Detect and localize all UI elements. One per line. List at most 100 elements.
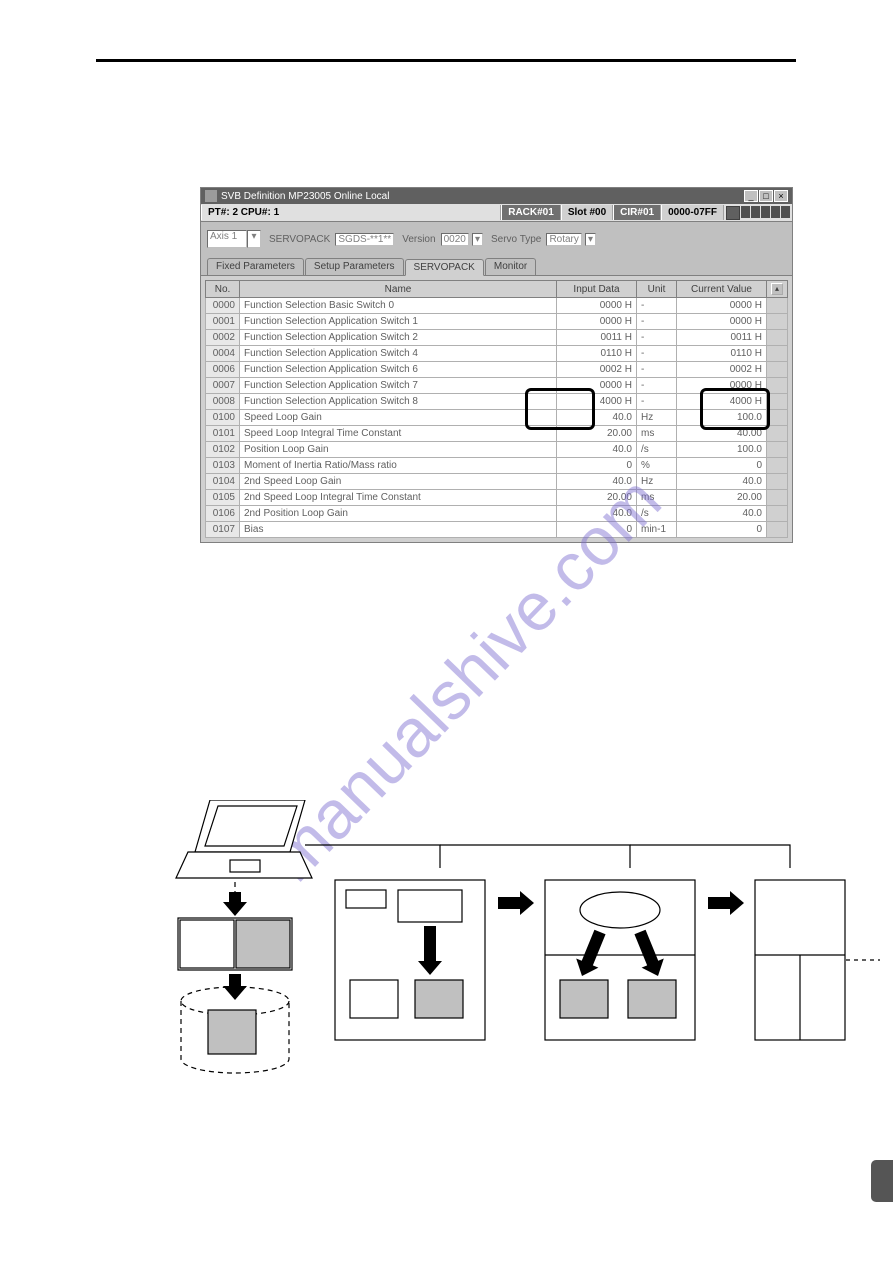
cell-input[interactable]: 0002 H bbox=[557, 362, 637, 378]
scroll-track[interactable] bbox=[767, 298, 788, 314]
servo-type-label: Servo Type bbox=[491, 234, 541, 245]
cell-input[interactable]: 4000 H bbox=[557, 394, 637, 410]
cell-input[interactable]: 20.00 bbox=[557, 426, 637, 442]
status-icons bbox=[724, 206, 792, 220]
cell-input[interactable]: 0 bbox=[557, 522, 637, 538]
servo-type-dropdown-icon[interactable]: ▾ bbox=[585, 233, 596, 246]
table-row[interactable]: 0000Function Selection Basic Switch 0000… bbox=[206, 298, 788, 314]
cell-no: 0101 bbox=[206, 426, 240, 442]
scroll-up-icon[interactable]: ▴ bbox=[771, 283, 783, 295]
cell-input[interactable]: 0110 H bbox=[557, 346, 637, 362]
cell-unit: - bbox=[637, 314, 677, 330]
cell-unit: /s bbox=[637, 506, 677, 522]
cell-input[interactable]: 40.0 bbox=[557, 442, 637, 458]
window-title: SVB Definition MP23005 Online Local bbox=[221, 191, 389, 202]
tab-servopack[interactable]: SERVOPACK bbox=[405, 259, 484, 276]
cell-no: 0105 bbox=[206, 490, 240, 506]
scroll-track[interactable] bbox=[767, 314, 788, 330]
table-row[interactable]: 01042nd Speed Loop Gain40.0Hz40.0 bbox=[206, 474, 788, 490]
cell-input[interactable]: 40.0 bbox=[557, 506, 637, 522]
table-row[interactable]: 0103Moment of Inertia Ratio/Mass ratio0%… bbox=[206, 458, 788, 474]
laptop-icon bbox=[176, 800, 312, 878]
cell-input[interactable]: 20.00 bbox=[557, 490, 637, 506]
cell-unit: - bbox=[637, 362, 677, 378]
cell-current: 40.00 bbox=[677, 426, 767, 442]
axis-dropdown-icon[interactable]: ▾ bbox=[247, 230, 261, 248]
page-side-tab bbox=[871, 1160, 893, 1202]
cell-input[interactable]: 0000 H bbox=[557, 378, 637, 394]
cell-name: Bias bbox=[240, 522, 557, 538]
cell-current: 0110 H bbox=[677, 346, 767, 362]
cell-unit: - bbox=[637, 378, 677, 394]
table-row[interactable]: 0008Function Selection Application Switc… bbox=[206, 394, 788, 410]
play-icon[interactable] bbox=[761, 206, 770, 218]
close-button[interactable]: × bbox=[774, 190, 788, 202]
cell-current: 0 bbox=[677, 458, 767, 474]
tab-setup-parameters[interactable]: Setup Parameters bbox=[305, 258, 404, 275]
play-icon[interactable] bbox=[751, 206, 760, 218]
cell-input[interactable]: 0 bbox=[557, 458, 637, 474]
addr-cell: 0000-07FF bbox=[661, 205, 724, 220]
cell-current: 0 bbox=[677, 522, 767, 538]
table-row[interactable]: 0007Function Selection Application Switc… bbox=[206, 378, 788, 394]
col-input: Input Data bbox=[557, 281, 637, 298]
scroll-track[interactable] bbox=[767, 346, 788, 362]
scroll-track[interactable] bbox=[767, 362, 788, 378]
status-square-icon[interactable] bbox=[726, 206, 740, 220]
minimize-button[interactable]: _ bbox=[744, 190, 758, 202]
tab-monitor[interactable]: Monitor bbox=[485, 258, 536, 275]
play-icon[interactable] bbox=[771, 206, 780, 218]
scroll-track[interactable] bbox=[767, 410, 788, 426]
scroll-track[interactable] bbox=[767, 474, 788, 490]
cell-unit: - bbox=[637, 298, 677, 314]
cell-unit: Hz bbox=[637, 410, 677, 426]
axis-select[interactable]: Axis 1 bbox=[207, 230, 247, 248]
table-row[interactable]: 0001Function Selection Application Switc… bbox=[206, 314, 788, 330]
table-row[interactable]: 0107Bias0min-10 bbox=[206, 522, 788, 538]
tabs: Fixed Parameters Setup Parameters SERVOP… bbox=[201, 256, 792, 275]
table-row[interactable]: 0102Position Loop Gain40.0/s100.0 bbox=[206, 442, 788, 458]
cell-input[interactable]: 0000 H bbox=[557, 314, 637, 330]
cell-unit: - bbox=[637, 394, 677, 410]
cell-no: 0008 bbox=[206, 394, 240, 410]
table-row[interactable]: 01052nd Speed Loop Integral Time Constan… bbox=[206, 490, 788, 506]
scroll-track[interactable] bbox=[767, 426, 788, 442]
cell-unit: - bbox=[637, 346, 677, 362]
cell-current: 20.00 bbox=[677, 490, 767, 506]
play-icon[interactable] bbox=[741, 206, 750, 218]
cell-input[interactable]: 40.0 bbox=[557, 474, 637, 490]
scroll-track[interactable] bbox=[767, 378, 788, 394]
scroll-track[interactable] bbox=[767, 458, 788, 474]
cell-input[interactable]: 0000 H bbox=[557, 298, 637, 314]
table-row[interactable]: 0101Speed Loop Integral Time Constant20.… bbox=[206, 426, 788, 442]
play-icon[interactable] bbox=[781, 206, 790, 218]
scroll-track[interactable] bbox=[767, 330, 788, 346]
table-row[interactable]: 0002Function Selection Application Switc… bbox=[206, 330, 788, 346]
cell-current: 100.0 bbox=[677, 442, 767, 458]
slot-cell: Slot #00 bbox=[561, 205, 613, 220]
table-row[interactable]: 0100Speed Loop Gain40.0Hz100.0 bbox=[206, 410, 788, 426]
cell-no: 0001 bbox=[206, 314, 240, 330]
cell-name: Function Selection Application Switch 6 bbox=[240, 362, 557, 378]
scroll-track[interactable] bbox=[767, 442, 788, 458]
cell-current: 0000 H bbox=[677, 298, 767, 314]
scroll-track[interactable] bbox=[767, 394, 788, 410]
cell-name: Function Selection Basic Switch 0 bbox=[240, 298, 557, 314]
scroll-track[interactable] bbox=[767, 490, 788, 506]
cell-no: 0104 bbox=[206, 474, 240, 490]
maximize-button[interactable]: □ bbox=[759, 190, 773, 202]
scroll-track[interactable] bbox=[767, 522, 788, 538]
table-row[interactable]: 0004Function Selection Application Switc… bbox=[206, 346, 788, 362]
table-row[interactable]: 01062nd Position Loop Gain40.0/s40.0 bbox=[206, 506, 788, 522]
cell-unit: /s bbox=[637, 442, 677, 458]
cell-input[interactable]: 40.0 bbox=[557, 410, 637, 426]
tab-fixed-parameters[interactable]: Fixed Parameters bbox=[207, 258, 304, 275]
version-dropdown-icon[interactable]: ▾ bbox=[472, 233, 483, 246]
table-row[interactable]: 0006Function Selection Application Switc… bbox=[206, 362, 788, 378]
cell-input[interactable]: 0011 H bbox=[557, 330, 637, 346]
cell-unit: Hz bbox=[637, 474, 677, 490]
scroll-track[interactable] bbox=[767, 506, 788, 522]
cell-unit: min-1 bbox=[637, 522, 677, 538]
cell-no: 0000 bbox=[206, 298, 240, 314]
grid-area: No. Name Input Data Unit Current Value ▴… bbox=[201, 275, 792, 542]
